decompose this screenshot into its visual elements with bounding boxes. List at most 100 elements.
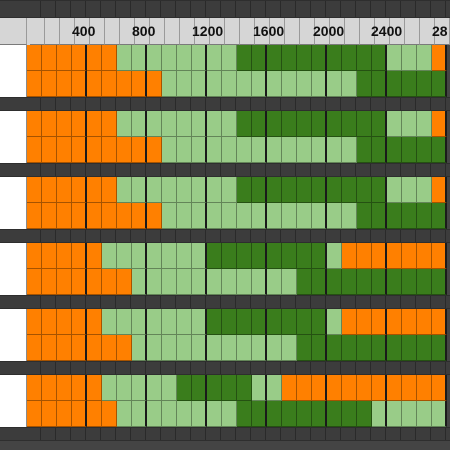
schedule-cell (162, 203, 177, 229)
separator-band-cell (341, 296, 356, 308)
schedule-cell (267, 401, 282, 427)
axis-tick-label: 2000 (313, 23, 345, 39)
schedule-cell (207, 203, 222, 229)
separator-band-cell (221, 98, 236, 110)
separator-band-cell (356, 1, 371, 17)
schedule-cell (387, 375, 402, 401)
schedule-cell (162, 71, 177, 97)
separator-band-cell (356, 164, 371, 176)
separator-band-cell (26, 98, 41, 110)
separator-band-cell (41, 362, 56, 374)
schedule-cell (132, 177, 147, 203)
separator-band-cell (266, 428, 281, 440)
axis-header-cell (0, 18, 27, 45)
schedule-cell (192, 309, 207, 335)
schedule-cell (117, 375, 132, 401)
schedule-cell (252, 309, 267, 335)
axis-tick-label: 1600 (253, 23, 285, 39)
schedule-cell (87, 375, 102, 401)
schedule-cell (27, 309, 42, 335)
schedule-cell (147, 335, 162, 361)
separator-band-cell (26, 164, 41, 176)
separator-band-cell (401, 428, 416, 440)
axis-header-cell (270, 18, 285, 45)
schedule-cell (312, 375, 327, 401)
schedule-cell (432, 309, 447, 335)
schedule-cell (177, 401, 192, 427)
schedule-cell (27, 269, 42, 295)
schedule-cell (312, 309, 327, 335)
schedule-cell (177, 243, 192, 269)
schedule-cell (417, 269, 432, 295)
schedule-cell (252, 45, 267, 71)
schedule-cell (87, 45, 102, 71)
schedule-cell (42, 375, 57, 401)
schedule-cell (72, 335, 87, 361)
schedule-cell (297, 401, 312, 427)
schedule-cell (387, 401, 402, 427)
separator-band-cell (101, 98, 116, 110)
schedule-cell (177, 45, 192, 71)
schedule-cell (312, 243, 327, 269)
separator-band-cell (236, 1, 251, 17)
schedule-cell (117, 401, 132, 427)
schedule-cell (117, 203, 132, 229)
schedule-cell (387, 177, 402, 203)
schedule-cell (132, 269, 147, 295)
separator-band-cell (326, 296, 341, 308)
separator-band-cell (206, 362, 221, 374)
schedule-cell (357, 401, 372, 427)
separator-band-cell (281, 296, 296, 308)
schedule-cell (342, 269, 357, 295)
schedule-cell (72, 111, 87, 137)
schedule-cell (297, 71, 312, 97)
separator-band-cell (191, 296, 206, 308)
axis-header: 400 800 1200 1600 2000 2400 28 (0, 18, 450, 45)
axis-tick-label: 800 (132, 23, 156, 39)
separator-band-cell (416, 1, 431, 17)
axis-header-cell (225, 18, 240, 45)
separator-band-cell (296, 296, 311, 308)
separator-band-cell (431, 98, 446, 110)
separator-band-cell (341, 1, 356, 17)
separator-band-cell (56, 1, 71, 17)
axis-header-cell (210, 18, 225, 45)
separator-band-cell (161, 164, 176, 176)
axis-header-cell (60, 18, 75, 45)
schedule-cell (27, 203, 42, 229)
separator-band-cell (191, 1, 206, 17)
schedule-cell (57, 309, 72, 335)
axis-header-cell (390, 18, 405, 45)
schedule-cell (27, 137, 42, 163)
schedule-cell (237, 203, 252, 229)
axis-tick-label: 1200 (192, 23, 224, 39)
separator-band-cell (26, 230, 41, 242)
schedule-cell (102, 243, 117, 269)
separator-band-cell (191, 428, 206, 440)
separator-band-cell (371, 230, 386, 242)
schedule-cell (357, 137, 372, 163)
separator-band-cell (236, 296, 251, 308)
schedule-cell (432, 335, 447, 361)
schedule-cell (132, 203, 147, 229)
schedule-cell (432, 71, 447, 97)
schedule-cell (357, 269, 372, 295)
schedule-cell (387, 111, 402, 137)
schedule-cell (237, 309, 252, 335)
schedule-cell (147, 111, 162, 137)
schedule-cell (417, 45, 432, 71)
schedule-cell (342, 177, 357, 203)
separator-band-cell (131, 428, 146, 440)
schedule-cell (282, 401, 297, 427)
schedule-cell (327, 401, 342, 427)
schedule-cell (327, 375, 342, 401)
schedule-cell (177, 375, 192, 401)
axis-header-cell (150, 18, 165, 45)
separator-band-cell (26, 428, 41, 440)
schedule-cell (57, 269, 72, 295)
separator-band-cell (311, 362, 326, 374)
separator-band-cell (386, 164, 401, 176)
separator-band-cell (86, 230, 101, 242)
schedule-cell (72, 243, 87, 269)
separator-band-cell (251, 428, 266, 440)
